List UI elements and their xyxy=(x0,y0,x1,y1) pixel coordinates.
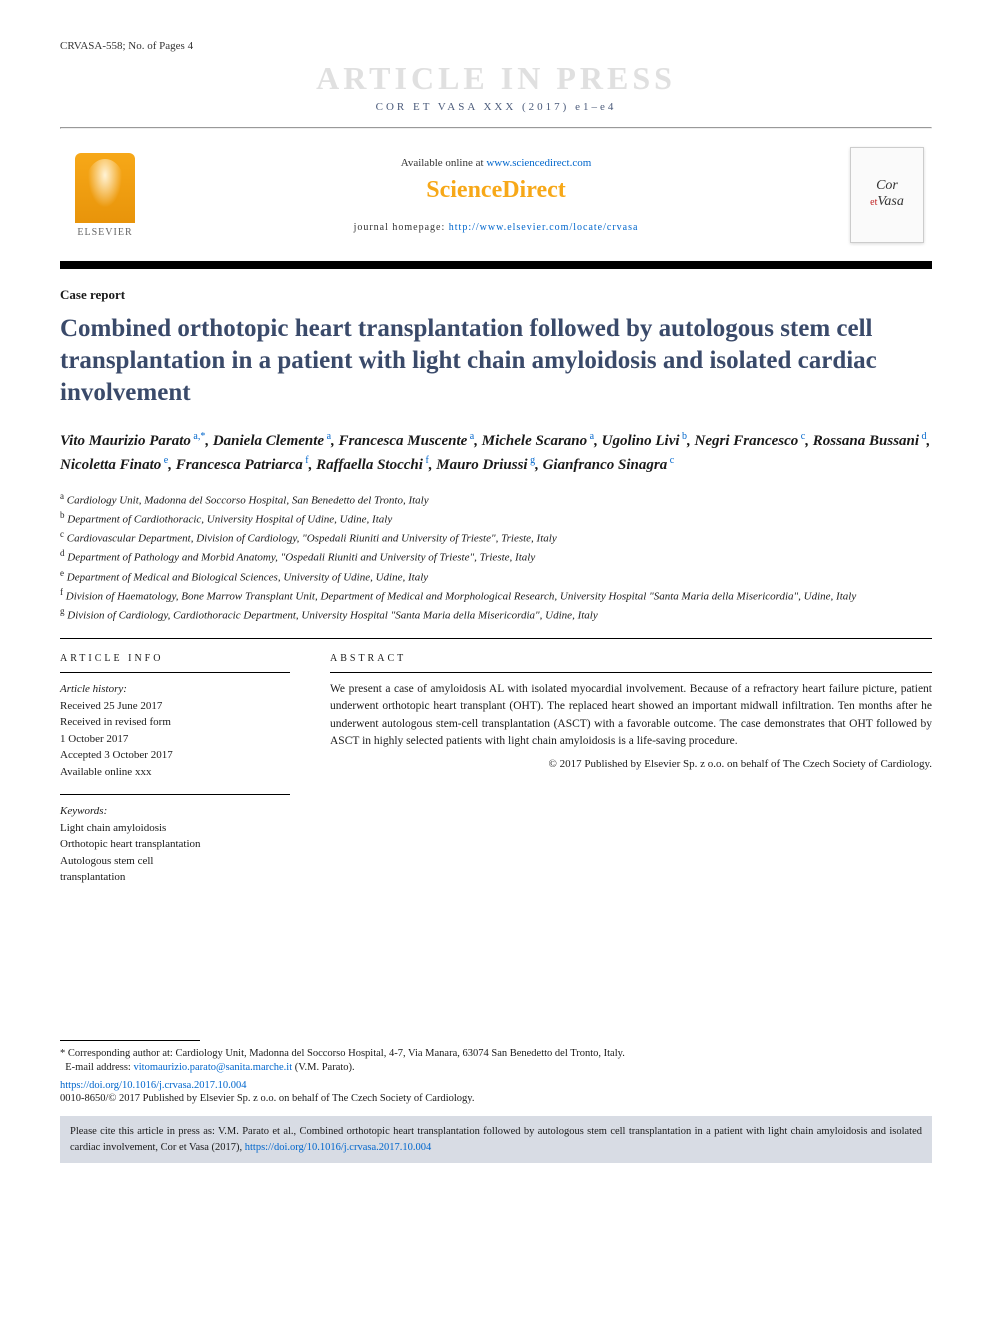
keyword-line: Autologous stem cell xyxy=(60,853,290,870)
citation-box: Please cite this article in press as: V.… xyxy=(60,1116,932,1164)
journal-cover-image: CoretVasa xyxy=(850,147,924,243)
keywords-label: Keywords: xyxy=(60,803,290,820)
sciencedirect-logo: ScienceDirect xyxy=(150,177,842,204)
affiliation-line: e Department of Medical and Biological S… xyxy=(60,567,932,586)
citation-doi-link[interactable]: https://doi.org/10.1016/j.crvasa.2017.10… xyxy=(245,1142,431,1153)
authors-list: Vito Maurizio Parato a,*, Daniela Clemen… xyxy=(60,429,932,476)
journal-homepage-link[interactable]: http://www.elsevier.com/locate/crvasa xyxy=(449,222,639,233)
keyword-line: transplantation xyxy=(60,869,290,886)
history-label: Article history: xyxy=(60,681,290,698)
watermark-text: ARTICLE IN PRESS xyxy=(60,60,932,97)
keyword-line: Light chain amyloidosis xyxy=(60,820,290,837)
email-label: E-mail address: xyxy=(65,1062,133,1073)
available-online-text: Available online at www.sciencedirect.co… xyxy=(150,157,842,169)
keywords-block: Keywords: Light chain amyloidosisOrthoto… xyxy=(60,803,290,886)
corresponding-author: * Corresponding author at: Cardiology Un… xyxy=(60,1047,932,1062)
info-rule xyxy=(60,672,290,673)
footer-rule xyxy=(60,1040,200,1041)
abstract-heading: ABSTRACT xyxy=(330,653,932,664)
history-line: Available online xxx xyxy=(60,764,290,781)
journal-homepage-text: journal homepage: http://www.elsevier.co… xyxy=(150,222,842,233)
affiliation-line: g Division of Cardiology, Cardiothoracic… xyxy=(60,605,932,624)
elsevier-tree-icon xyxy=(75,153,135,223)
section-rule-top xyxy=(60,638,932,639)
issn-copyright: 0010-8650/© 2017 Published by Elsevier S… xyxy=(60,1093,932,1104)
journal-cover: CoretVasa xyxy=(842,147,932,243)
email-link[interactable]: vitomaurizio.parato@sanita.marche.it xyxy=(133,1062,292,1073)
abstract-column: ABSTRACT We present a case of amyloidosi… xyxy=(330,653,932,900)
history-line: Received in revised form xyxy=(60,714,290,731)
history-line: 1 October 2017 xyxy=(60,731,290,748)
affiliations-list: a Cardiology Unit, Madonna del Soccorso … xyxy=(60,490,932,624)
sciencedirect-link[interactable]: www.sciencedirect.com xyxy=(486,157,591,169)
corresponding-address: Cardiology Unit, Madonna del Soccorso Ho… xyxy=(175,1048,624,1059)
keywords-rule xyxy=(60,794,290,795)
banner-center: Available online at www.sciencedirect.co… xyxy=(150,157,842,233)
citation-text: Please cite this article in press as: V.… xyxy=(70,1126,922,1153)
affiliation-line: d Department of Pathology and Morbid Ana… xyxy=(60,547,932,566)
email-suffix: (V.M. Parato). xyxy=(292,1062,355,1073)
affiliation-line: c Cardiovascular Department, Division of… xyxy=(60,528,932,547)
header-article-id: CRVASA-558; No. of Pages 4 xyxy=(60,40,932,52)
thick-rule xyxy=(60,261,932,269)
abstract-text: We present a case of amyloidosis AL with… xyxy=(330,681,932,750)
article-info-column: ARTICLE INFO Article history: Received 2… xyxy=(60,653,290,900)
journal-cover-title: CoretVasa xyxy=(851,178,923,210)
history-line: Received 25 June 2017 xyxy=(60,698,290,715)
affiliation-line: f Division of Haematology, Bone Marrow T… xyxy=(60,586,932,605)
elsevier-logo: ELSEVIER xyxy=(60,153,150,238)
keyword-line: Orthotopic heart transplantation xyxy=(60,836,290,853)
article-history: Article history: Received 25 June 2017Re… xyxy=(60,681,290,780)
article-info-heading: ARTICLE INFO xyxy=(60,653,290,664)
journal-reference: COR ET VASA XXX (2017) e1–e4 xyxy=(60,101,932,113)
available-prefix: Available online at xyxy=(401,157,487,169)
page-footer: * Corresponding author at: Cardiology Un… xyxy=(60,1040,932,1164)
history-line: Accepted 3 October 2017 xyxy=(60,747,290,764)
corresponding-prefix: * Corresponding author at: xyxy=(60,1048,175,1059)
affiliation-line: b Department of Cardiothoracic, Universi… xyxy=(60,509,932,528)
doi-link[interactable]: https://doi.org/10.1016/j.crvasa.2017.10… xyxy=(60,1080,932,1091)
info-abstract-row: ARTICLE INFO Article history: Received 2… xyxy=(60,653,932,900)
article-title: Combined orthotopic heart transplantatio… xyxy=(60,313,932,409)
abstract-rule xyxy=(330,672,932,673)
email-line: E-mail address: vitomaurizio.parato@sani… xyxy=(60,1061,932,1076)
publisher-banner: ELSEVIER Available online at www.science… xyxy=(60,129,932,261)
article-type: Case report xyxy=(60,287,932,303)
homepage-prefix: journal homepage: xyxy=(354,222,449,233)
abstract-copyright: © 2017 Published by Elsevier Sp. z o.o. … xyxy=(330,758,932,770)
elsevier-text: ELSEVIER xyxy=(77,227,132,238)
affiliation-line: a Cardiology Unit, Madonna del Soccorso … xyxy=(60,490,932,509)
